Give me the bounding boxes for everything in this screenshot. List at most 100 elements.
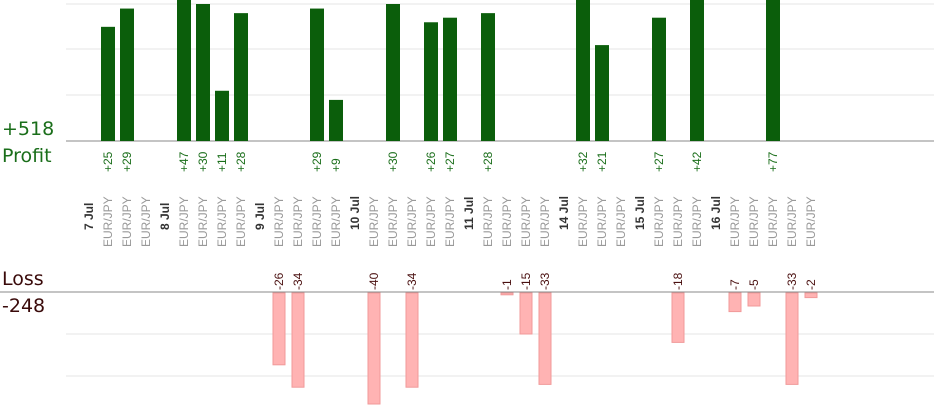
- symbol-label: EUR/JPY: [652, 196, 666, 247]
- loss-bar: [405, 292, 419, 388]
- loss-value-label: -2: [804, 279, 818, 290]
- symbol-label: EUR/JPY: [196, 196, 210, 247]
- symbol-label: EUR/JPY: [424, 196, 438, 247]
- symbol-label: EUR/JPY: [367, 196, 381, 247]
- symbol-label: EUR/JPY: [519, 196, 533, 247]
- loss-bar: [804, 292, 818, 299]
- loss-value-label: -40: [367, 272, 381, 290]
- date-label: 11 Jul: [462, 197, 476, 230]
- profit-value-label: +30: [386, 151, 400, 172]
- date-label: 16 Jul: [709, 196, 723, 230]
- profit-value-label: +25: [101, 151, 115, 172]
- profit-bar: [215, 90, 229, 141]
- symbol-label: EUR/JPY: [500, 196, 514, 247]
- date-label: 8 Jul: [158, 203, 172, 230]
- profit-bar: [310, 8, 324, 142]
- profit-value-label: +28: [481, 151, 495, 172]
- symbol-label: EUR/JPY: [785, 196, 799, 247]
- profit-value-label: +27: [652, 151, 666, 172]
- profit-bar: [386, 4, 400, 141]
- profit-bar: [576, 0, 590, 141]
- loss-value-label: -33: [785, 272, 799, 290]
- profit-value-label: +28: [234, 151, 248, 172]
- profit-value-label: +29: [310, 151, 324, 172]
- profit-bar: [652, 17, 666, 142]
- profit-total: +518: [2, 118, 55, 140]
- profit-value-label: +42: [690, 151, 704, 172]
- loss-label: Loss: [2, 268, 44, 290]
- loss-bar: [367, 292, 381, 405]
- profit-value-label: +9: [329, 158, 343, 172]
- profit-bar: [101, 26, 115, 141]
- loss-bar: [519, 292, 533, 335]
- loss-bar: [785, 292, 799, 385]
- loss-bar: [272, 292, 286, 366]
- profit-bar: [481, 13, 495, 142]
- profit-bar: [424, 22, 438, 142]
- loss-value-label: -34: [405, 272, 419, 290]
- profit-bar: [177, 0, 191, 141]
- loss-bar: [500, 292, 514, 296]
- symbol-label: EUR/JPY: [576, 196, 590, 247]
- symbol-label: EUR/JPY: [405, 196, 419, 247]
- symbol-label: EUR/JPY: [310, 196, 324, 247]
- loss-bar: [671, 292, 685, 343]
- loss-bar: [728, 292, 742, 313]
- loss-bar: [747, 292, 761, 307]
- symbol-label: EUR/JPY: [804, 196, 818, 247]
- loss-value-label: -18: [671, 272, 685, 290]
- symbol-label: EUR/JPY: [101, 196, 115, 247]
- profit-bar: [595, 45, 609, 141]
- loss-total: -248: [2, 295, 46, 317]
- profit-value-label: +47: [177, 151, 191, 172]
- profit-bar: [766, 0, 780, 141]
- loss-value-label: -34: [291, 272, 305, 290]
- loss-value-label: -7: [728, 279, 742, 290]
- symbol-label: EUR/JPY: [595, 196, 609, 247]
- symbol-label: EUR/JPY: [614, 196, 628, 247]
- symbol-label: EUR/JPY: [120, 196, 134, 247]
- profit-value-label: +11: [215, 152, 229, 172]
- symbol-label: EUR/JPY: [272, 196, 286, 247]
- symbol-label: EUR/JPY: [481, 196, 495, 247]
- profit-bar: [443, 17, 457, 142]
- profit-value-label: +32: [576, 151, 590, 172]
- profit-bar: [690, 0, 704, 141]
- symbol-label: EUR/JPY: [747, 196, 761, 247]
- symbol-label: EUR/JPY: [234, 196, 248, 247]
- symbol-label: EUR/JPY: [690, 196, 704, 247]
- symbol-label: EUR/JPY: [291, 196, 305, 247]
- profit-bar: [196, 4, 210, 141]
- symbol-label: EUR/JPY: [215, 196, 229, 247]
- symbol-label: EUR/JPY: [177, 196, 191, 247]
- loss-bar: [291, 292, 305, 388]
- loss-value-label: -15: [519, 272, 533, 290]
- profit-label: Profit: [2, 145, 52, 167]
- symbol-label: EUR/JPY: [766, 196, 780, 247]
- symbol-label: EUR/JPY: [728, 196, 742, 247]
- profit-bar: [120, 8, 134, 142]
- profit-value-label: +26: [424, 151, 438, 172]
- loss-value-label: -5: [747, 279, 761, 290]
- symbol-label: EUR/JPY: [443, 196, 457, 247]
- date-label: 7 Jul: [82, 203, 96, 230]
- date-label: 14 Jul: [557, 196, 571, 230]
- profit-value-label: +30: [196, 151, 210, 172]
- symbol-label: EUR/JPY: [139, 196, 153, 247]
- date-label: 15 Jul: [633, 196, 647, 230]
- profit-value-label: +21: [595, 151, 609, 172]
- symbol-label: EUR/JPY: [386, 196, 400, 247]
- symbol-label: EUR/JPY: [671, 196, 685, 247]
- date-label: 10 Jul: [348, 196, 362, 230]
- profit-value-label: +29: [120, 151, 134, 172]
- loss-bar: [538, 292, 552, 385]
- loss-value-label: -33: [538, 272, 552, 290]
- loss-value-label: -26: [272, 272, 286, 290]
- profit-bar: [329, 99, 343, 141]
- profit-bar: [234, 13, 248, 142]
- symbol-label: EUR/JPY: [329, 196, 343, 247]
- profit-value-label: +27: [443, 151, 457, 172]
- profit-value-label: +77: [766, 151, 780, 172]
- date-label: 9 Jul: [253, 203, 267, 230]
